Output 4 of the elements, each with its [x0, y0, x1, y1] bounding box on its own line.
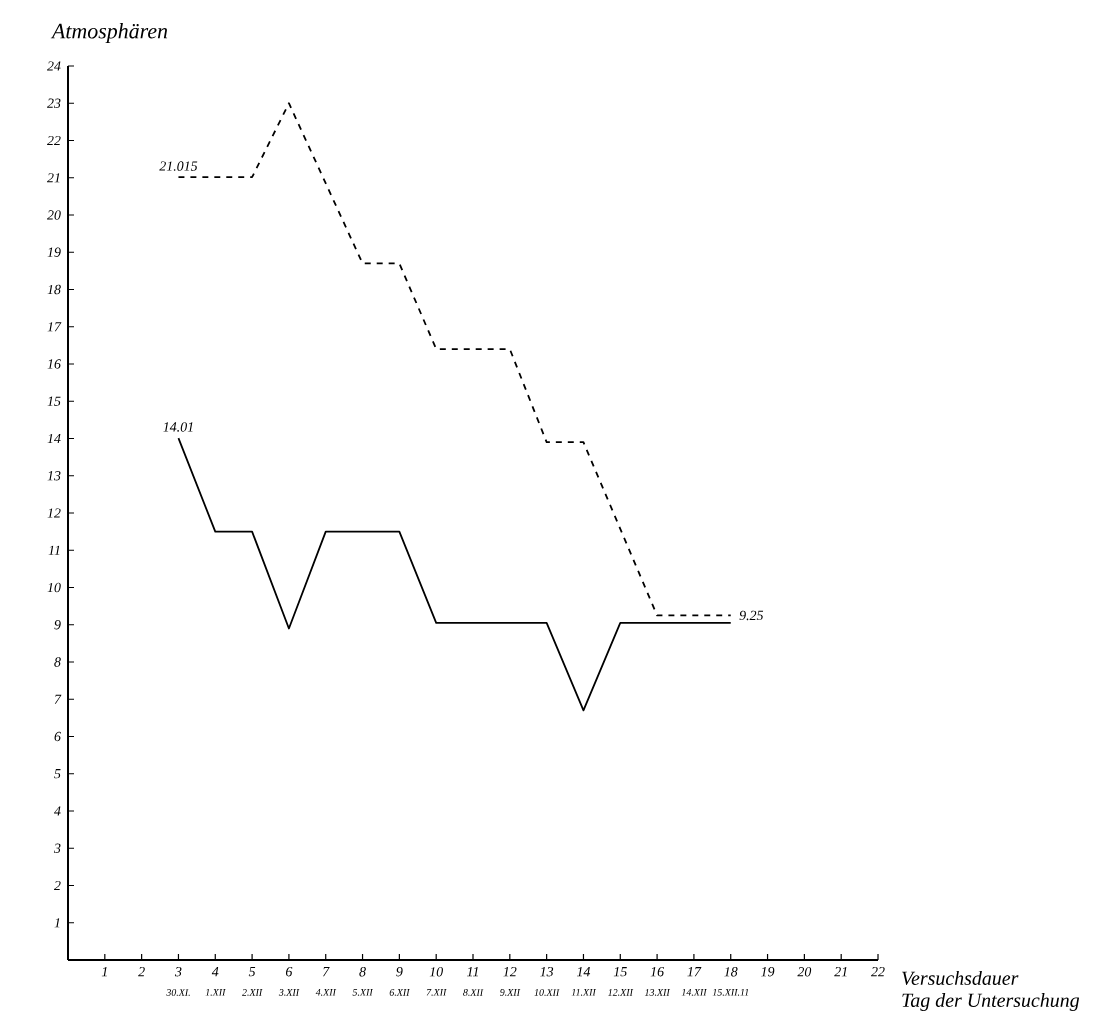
- x2-axis-title: Tag der Untersuchung: [902, 992, 1080, 1012]
- x-axis-title: Versuchsdauer: [902, 970, 1019, 986]
- y-axis-title: Atmosphären: [50, 23, 168, 43]
- line-series: [177, 437, 732, 712]
